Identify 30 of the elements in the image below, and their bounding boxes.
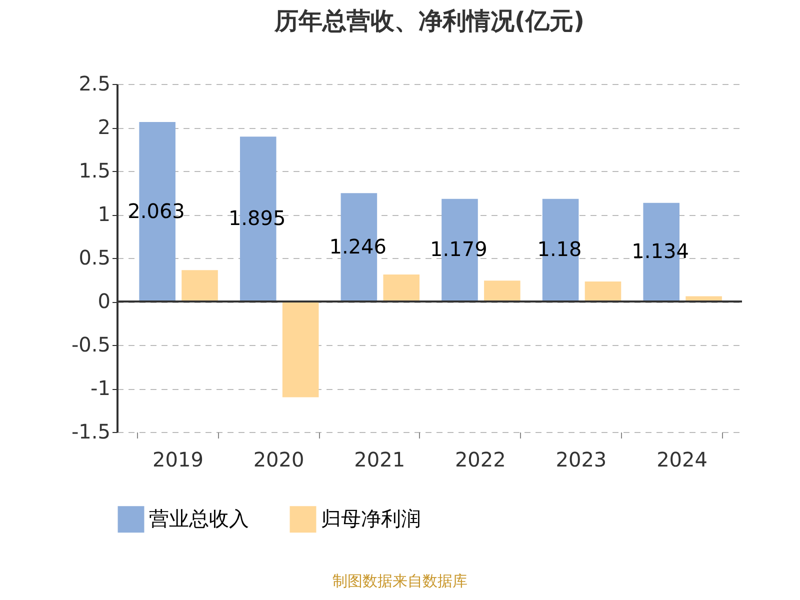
y-tick-label: -1.5 xyxy=(71,420,110,444)
y-tick-label: 1.5 xyxy=(78,158,110,182)
y-tick-label: -1 xyxy=(90,376,110,400)
bar xyxy=(282,302,319,398)
bar xyxy=(584,281,622,302)
x-tick-label: 2020 xyxy=(253,448,304,472)
y-tick-label: 1 xyxy=(98,202,110,226)
chart-title: 历年总营收、净利情况(亿元) xyxy=(274,7,584,35)
data-label: 1.895 xyxy=(228,206,286,230)
x-tick-label: 2019 xyxy=(152,448,204,472)
bar xyxy=(182,270,218,302)
data-label: 1.246 xyxy=(329,234,387,258)
x-tick-label: 2024 xyxy=(656,448,708,472)
text: 制图数据来自数据库 xyxy=(332,572,468,591)
bar xyxy=(484,280,520,302)
y-tick-label: 0 xyxy=(98,289,110,313)
legend-label: 归母净利润 xyxy=(321,506,421,530)
legend-label: 营业总收入 xyxy=(149,506,249,530)
x-tick-label: 2022 xyxy=(454,448,506,472)
y-tick-label: 0.5 xyxy=(78,246,110,270)
y-tick-label: 2.5 xyxy=(78,72,110,96)
bar xyxy=(383,274,420,302)
data-label: 1.179 xyxy=(430,237,488,262)
data-label: 1.18 xyxy=(537,237,582,262)
y-tick-label: -0.5 xyxy=(71,332,110,356)
x-tick-label: 2023 xyxy=(556,448,607,472)
data-label: 1.134 xyxy=(632,239,689,264)
x-tick-label: 2021 xyxy=(354,448,406,472)
data-label: 2.063 xyxy=(128,198,185,223)
y-tick-label: 2 xyxy=(98,115,110,139)
